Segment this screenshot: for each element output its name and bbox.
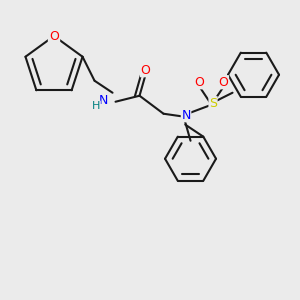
Text: H: H	[92, 101, 100, 111]
Text: O: O	[141, 64, 151, 77]
Text: N: N	[181, 109, 191, 122]
Text: S: S	[209, 97, 217, 110]
Text: N: N	[99, 94, 108, 107]
Text: O: O	[219, 76, 229, 89]
Text: O: O	[49, 29, 59, 43]
Text: O: O	[195, 76, 205, 89]
